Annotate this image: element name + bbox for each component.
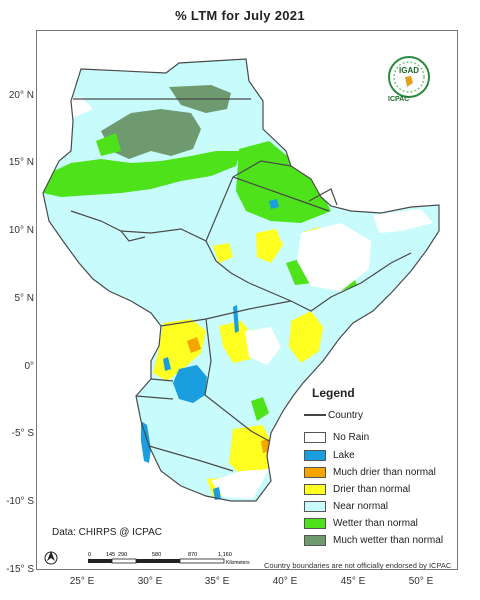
legend-swatch bbox=[304, 449, 326, 461]
lon-label-50e: 50° E bbox=[408, 576, 434, 587]
legend-item: Lake bbox=[304, 448, 355, 462]
lon-label-30e: 30° E bbox=[137, 576, 163, 587]
lat-label-5n: 5° N bbox=[14, 293, 34, 304]
drier-region bbox=[289, 311, 323, 363]
lon-label-35e: 35° E bbox=[204, 576, 230, 587]
legend-swatch bbox=[304, 466, 326, 478]
lon-label-45e: 45° E bbox=[340, 576, 366, 587]
country-line-swatch bbox=[304, 414, 326, 416]
scale-bar-graphic: 0 145 290 580 870 1,160 Kilometers bbox=[88, 552, 250, 566]
country-boundary bbox=[70, 210, 250, 284]
lat-label-0: 0° bbox=[24, 361, 34, 372]
legend-country-label: Country bbox=[328, 409, 364, 421]
lat-label-15n: 15° N bbox=[8, 157, 34, 168]
legend-swatch bbox=[304, 517, 326, 529]
lake-tanganyika bbox=[141, 421, 151, 463]
legend-country-row: Country bbox=[304, 408, 363, 422]
drier-region bbox=[256, 229, 283, 263]
legend-item-label: Wetter than normal bbox=[333, 517, 418, 529]
scale-tick: 290 bbox=[118, 552, 127, 558]
country-boundary bbox=[160, 300, 292, 327]
scale-unit: Kilometers bbox=[226, 560, 250, 566]
legend-title: Legend bbox=[312, 386, 355, 400]
legend-item-label: Lake bbox=[333, 449, 355, 461]
lat-label-10s: -10° S bbox=[6, 496, 34, 507]
north-arrow-icon bbox=[44, 551, 58, 565]
scale-bar: 0 145 290 580 870 1,160 Kilometers bbox=[86, 548, 256, 568]
scale-tick: 0 bbox=[88, 552, 91, 558]
wetter-patch bbox=[251, 397, 269, 421]
legend-item: Wetter than normal bbox=[304, 516, 418, 530]
logo-igad-text: IGAD bbox=[399, 66, 419, 75]
wetter-band bbox=[43, 151, 241, 197]
legend-swatch bbox=[304, 431, 326, 443]
country-boundary bbox=[205, 160, 292, 242]
lat-label-15s: -15° S bbox=[6, 564, 34, 575]
drier-region bbox=[229, 425, 273, 481]
country-boundary bbox=[150, 378, 174, 382]
much-wetter-region bbox=[101, 109, 201, 159]
wetter-band bbox=[96, 133, 121, 156]
country-boundaries bbox=[42, 58, 440, 502]
country-boundary bbox=[232, 176, 330, 212]
legend-item: Drier than normal bbox=[304, 482, 410, 496]
legend-swatch bbox=[304, 500, 326, 512]
legend-item-label: Near normal bbox=[333, 500, 389, 512]
data-source-note: Data: CHIRPS @ ICPAC bbox=[52, 527, 162, 538]
legend-item-label: No Rain bbox=[333, 431, 370, 443]
lake-tana bbox=[269, 199, 279, 209]
no-rain-region bbox=[373, 209, 433, 233]
no-rain-region bbox=[245, 327, 281, 365]
scale-tick: 580 bbox=[152, 552, 161, 558]
lat-label-20n: 20° N bbox=[8, 90, 34, 101]
legend-item-label: Much wetter than normal bbox=[333, 534, 444, 546]
lat-label-10n: 10° N bbox=[8, 225, 34, 236]
logo-caption: ICPAC bbox=[388, 96, 410, 103]
lake-albert bbox=[163, 357, 171, 371]
map-title: % LTM for July 2021 bbox=[175, 8, 305, 23]
lon-label-40e: 40° E bbox=[272, 576, 298, 587]
map-canvas: IGAD bbox=[42, 56, 440, 565]
lat-label-5s: -5° S bbox=[11, 428, 34, 439]
igad-icpac-logo: IGAD bbox=[388, 56, 430, 98]
legend-item-label: Drier than normal bbox=[333, 483, 411, 495]
legend-item: Much wetter than normal bbox=[304, 533, 443, 547]
much-drier-region bbox=[187, 337, 201, 353]
legend-item: Near normal bbox=[304, 499, 388, 513]
country-boundary bbox=[120, 230, 146, 242]
map-frame: IGAD bbox=[36, 30, 458, 570]
scale-tick: 145 bbox=[106, 552, 115, 558]
country-boundary bbox=[135, 395, 174, 400]
scale-tick: 870 bbox=[188, 552, 197, 558]
lake-victoria bbox=[173, 365, 207, 403]
drier-region bbox=[213, 243, 233, 263]
legend-item-label: Much drier than normal bbox=[333, 466, 436, 478]
scale-tick: 1,160 bbox=[218, 552, 232, 558]
country-boundary bbox=[308, 188, 338, 206]
country-boundary bbox=[204, 318, 270, 442]
legend-swatch bbox=[304, 483, 326, 495]
legend-item: No Rain bbox=[304, 430, 369, 444]
country-boundary bbox=[148, 445, 234, 472]
boundary-disclaimer: Country boundaries are not officially en… bbox=[264, 561, 452, 570]
lon-label-25e: 25° E bbox=[69, 576, 95, 587]
no-rain-region bbox=[211, 469, 269, 499]
country-boundary bbox=[42, 58, 440, 502]
no-rain-region bbox=[297, 223, 371, 291]
wetter-band bbox=[236, 141, 331, 223]
legend-item: Much drier than normal bbox=[304, 465, 436, 479]
lake-malawi bbox=[213, 487, 221, 500]
legend-swatch bbox=[304, 534, 326, 546]
